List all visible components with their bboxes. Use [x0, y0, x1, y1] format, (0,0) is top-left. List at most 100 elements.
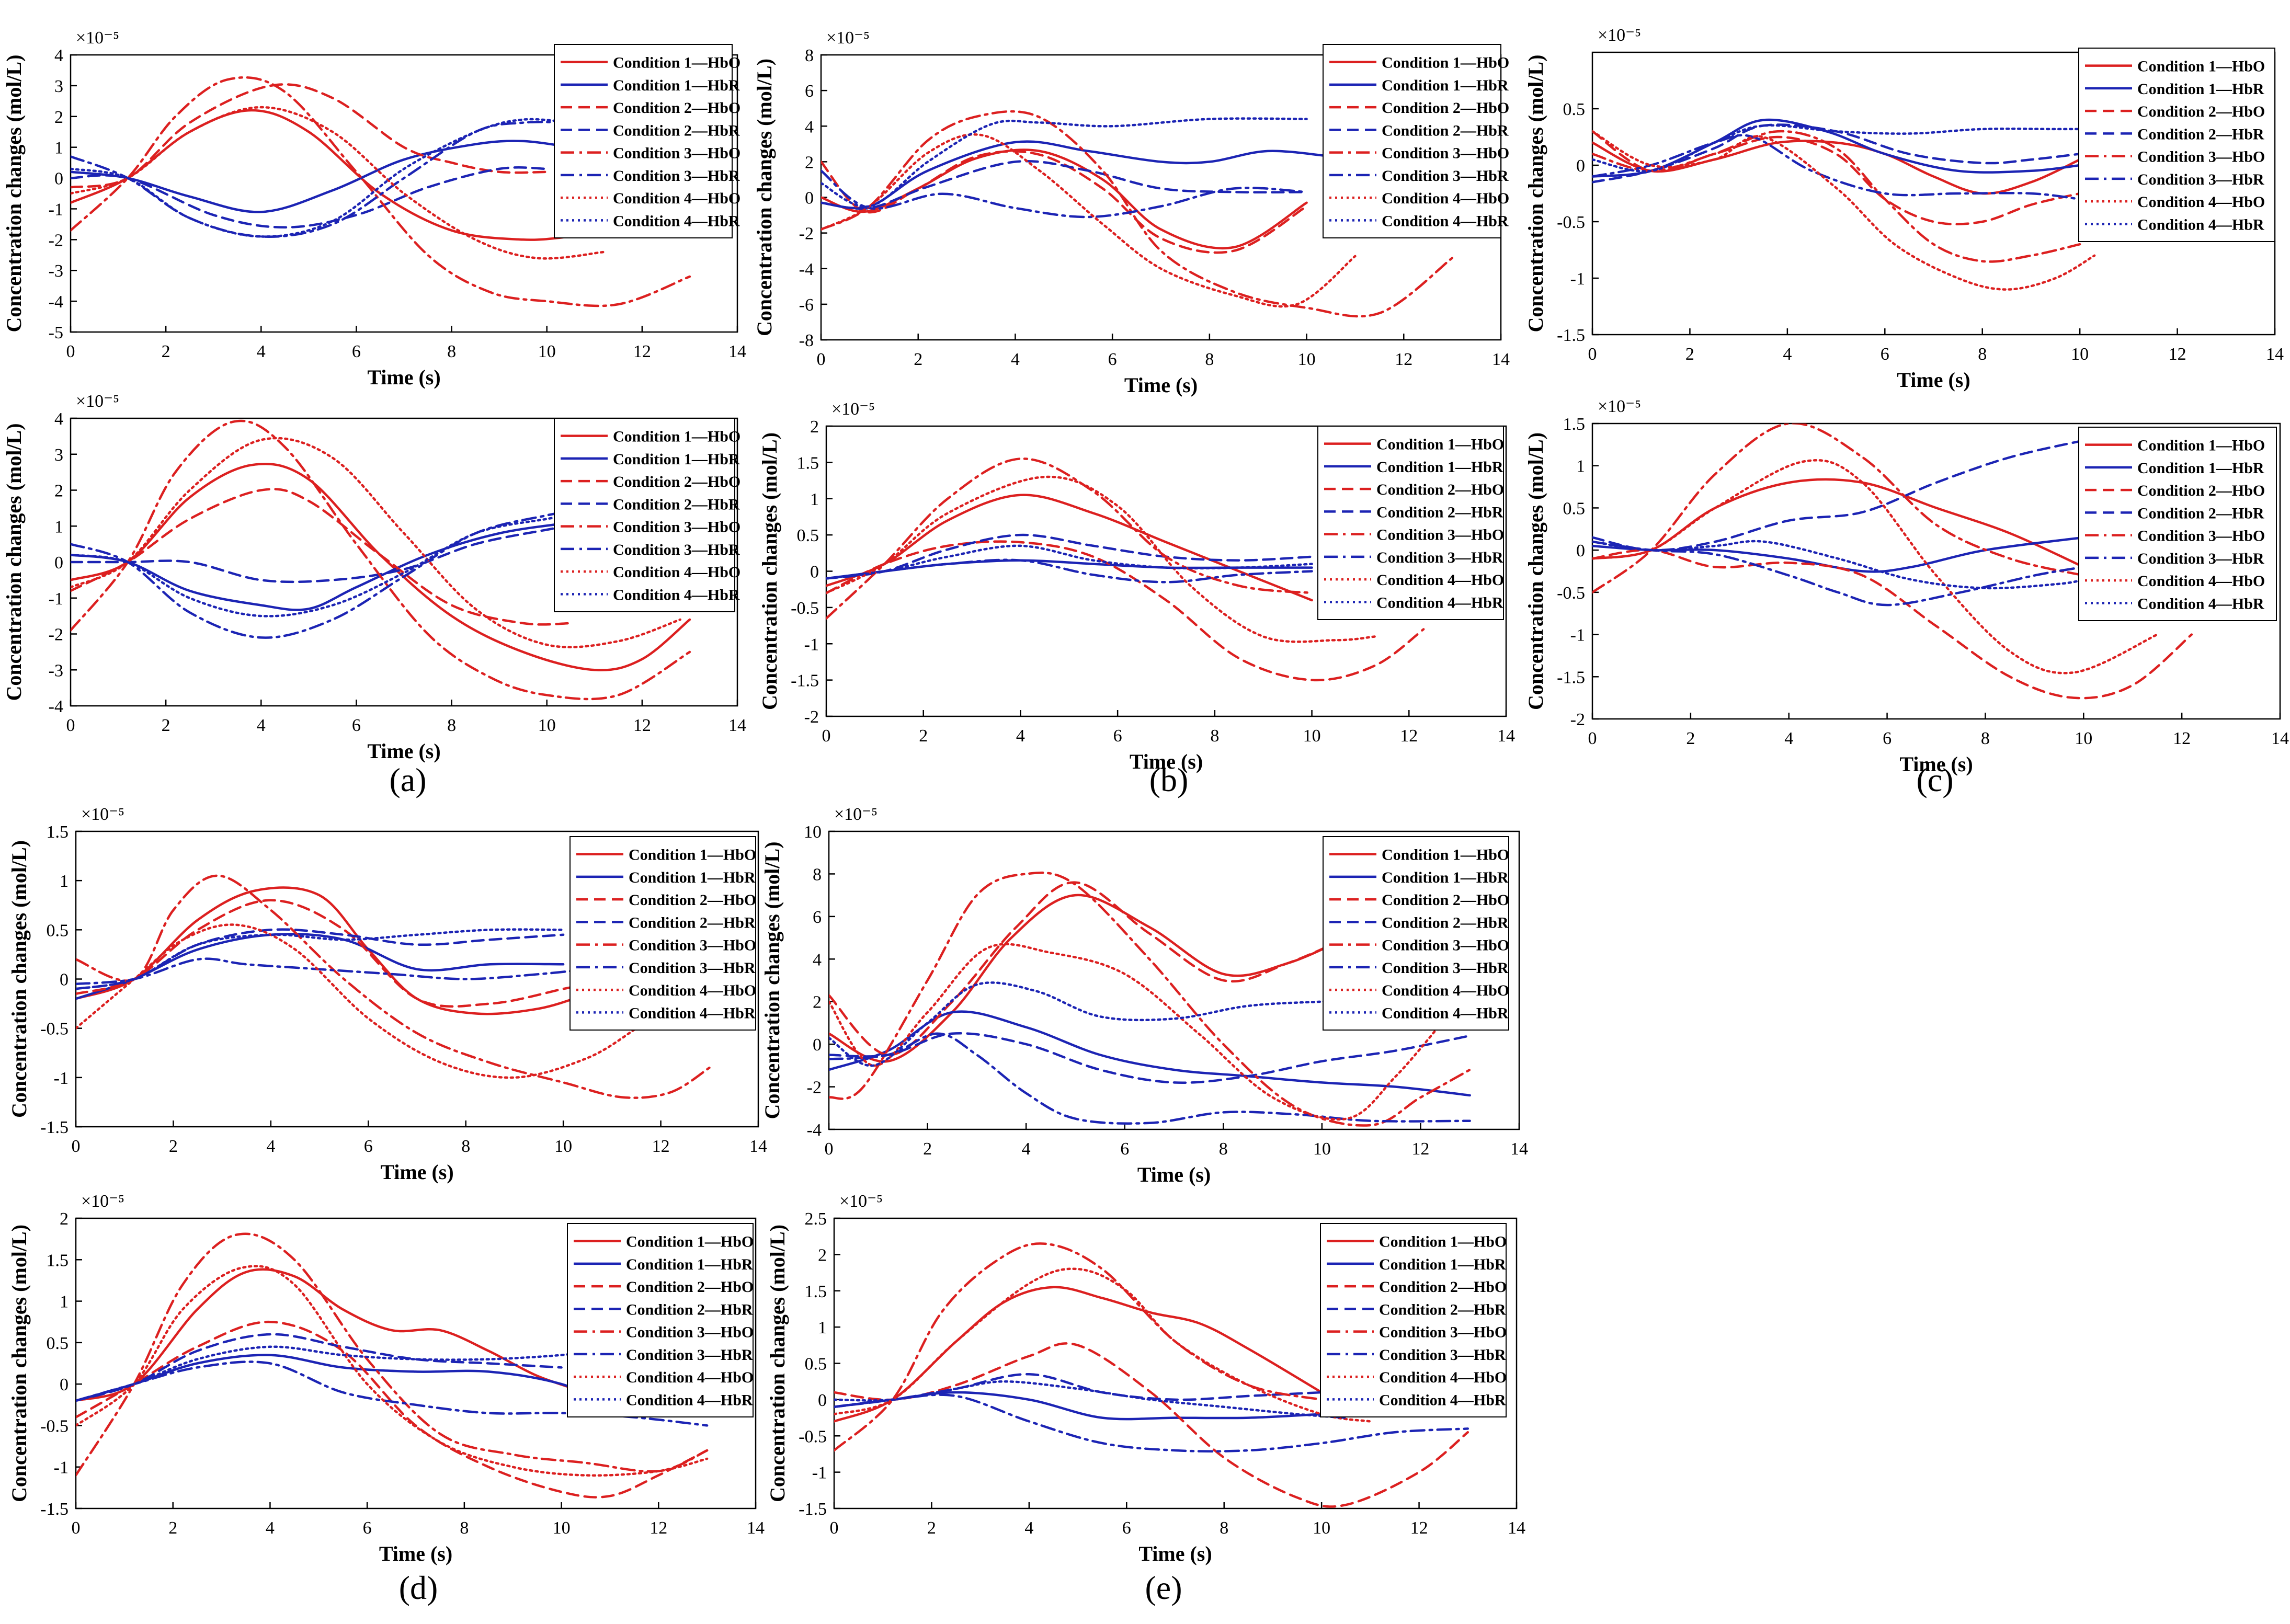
series-line-8	[76, 1345, 587, 1402]
x-tick-label: 8	[1981, 729, 1990, 748]
x-tick-label: 12	[1410, 1518, 1428, 1538]
y-tick-label: 1	[60, 872, 69, 891]
series-group	[76, 874, 711, 1099]
y-tick-label: 3	[54, 445, 63, 465]
legend-label: Condition 2—HbR	[629, 914, 756, 931]
x-tick-label: 10	[538, 716, 556, 735]
series-line-3	[76, 1320, 709, 1499]
legend-box	[1323, 836, 1509, 1031]
x-axis-label: Time (s)	[1137, 1163, 1211, 1186]
legend: Condition 1—HbO Condition 1—HbR Condition …	[567, 1223, 754, 1417]
legend-label: Condition 3—HbO	[1382, 937, 1509, 954]
x-tick-label: 10	[1313, 1518, 1330, 1538]
x-tick-label: 12	[650, 1518, 667, 1538]
series-line-6	[829, 1032, 1471, 1125]
x-tick-label: 8	[461, 1137, 470, 1156]
legend-label: Condition 1—HbR	[626, 1256, 753, 1273]
x-tick-label: 12	[2169, 345, 2186, 364]
y-tick-label: 0	[60, 970, 69, 990]
series-line-8	[71, 118, 572, 238]
legend-label: Condition 1—HbO	[1382, 54, 1509, 72]
y-tick-label: 0	[54, 169, 63, 189]
y-tick-label: -1.5	[40, 1500, 69, 1519]
y-exponent-label: ×10⁻⁵	[81, 805, 124, 824]
x-tick-label: 10	[554, 1137, 572, 1156]
legend-box	[567, 1223, 754, 1417]
series-line-8	[76, 928, 565, 990]
x-tick-label: 6	[1113, 726, 1122, 746]
chart-panel-c2: 0 2 4 6 8 10 12 14 -2 -1.5 -1 -0.5 0 0.5 1 1.5 ×10⁻⁵ Time…	[1524, 397, 2289, 776]
y-tick-label: 2	[54, 482, 63, 501]
legend-label: Condition 1—HbO	[1382, 847, 1509, 864]
x-tick-label: 12	[652, 1137, 670, 1156]
legend-label: Condition 4—HbR	[1382, 212, 1509, 230]
x-tick-label: 2	[923, 1139, 932, 1159]
legend-label: Condition 2—HbR	[1376, 504, 1503, 521]
x-axis-label: Time (s)	[367, 365, 440, 389]
x-tick-label: 14	[749, 1137, 767, 1156]
y-axis-label: Concentration changes (mol/L)	[7, 840, 31, 1118]
series-line-4	[71, 525, 572, 584]
legend-label: Condition 1—HbO	[1376, 436, 1504, 453]
legend-label: Condition 4—HbO	[626, 1369, 754, 1386]
y-tick-label: -0.5	[1557, 584, 1585, 603]
legend-label: Condition 3—HbO	[2137, 148, 2265, 166]
legend-label: Condition 1—HbR	[1376, 459, 1503, 476]
x-tick-label: 0	[830, 1518, 839, 1538]
series-line-6	[76, 957, 589, 986]
legend-label: Condition 4—HbR	[613, 586, 740, 603]
legend-label: Condition 4—HbR	[1376, 594, 1503, 611]
y-tick-label: 6	[805, 82, 814, 101]
legend-label: Condition 4—HbR	[626, 1391, 753, 1409]
series-line-3	[71, 488, 572, 626]
x-tick-label: 0	[825, 1139, 834, 1159]
legend-label: Condition 4—HbR	[2137, 595, 2264, 612]
x-tick-label: 12	[633, 716, 651, 735]
legend-label: Condition 1—HbO	[1379, 1233, 1507, 1251]
y-tick-label: -1	[1570, 626, 1585, 645]
x-tick-label: 2	[914, 350, 922, 369]
x-tick-label: 6	[1881, 345, 1889, 364]
y-tick-label: 1	[818, 1318, 827, 1337]
legend-label: Condition 4—HbR	[629, 1004, 756, 1022]
panel-label-b: (b)	[1149, 761, 1189, 798]
y-tick-label: 2	[810, 417, 819, 437]
chart-panel-b1: 0 2 4 6 8 10 12 14 -8 -6 -4 -2 0 2 4 6 8 ×10⁻⁵ Time (s) Con…	[753, 28, 1510, 397]
legend-label: Condition 3—HbR	[629, 959, 756, 977]
series-line-2	[71, 140, 572, 213]
legend-label: Condition 2—HbO	[1379, 1278, 1507, 1296]
x-tick-label: 6	[1122, 1518, 1131, 1538]
x-tick-label: 6	[1108, 350, 1117, 369]
x-tick-label: 12	[1395, 350, 1412, 369]
series-group	[76, 1232, 709, 1499]
y-tick-label: 0	[60, 1375, 69, 1394]
series-line-8	[71, 514, 572, 617]
legend-label: Condition 2—HbO	[1382, 99, 1509, 117]
y-exponent-label: ×10⁻⁵	[76, 28, 119, 48]
x-tick-label: 8	[1205, 350, 1214, 369]
x-tick-label: 4	[1011, 350, 1020, 369]
series-line-5	[76, 874, 711, 1099]
y-exponent-label: ×10⁻⁵	[1598, 26, 1641, 45]
y-tick-label: 6	[813, 908, 822, 927]
axes-frame	[1591, 422, 2281, 720]
y-tick-label: -1.5	[40, 1118, 69, 1137]
legend-label: Condition 3—HbO	[1379, 1324, 1507, 1341]
legend-label: Condition 3—HbR	[626, 1346, 753, 1364]
x-tick-label: 10	[1303, 726, 1321, 746]
legend: Condition 1—HbO Condition 1—HbR Condition …	[554, 418, 740, 612]
legend: Condition 1—HbO Condition 1—HbR Condition …	[554, 44, 740, 238]
legend-label: Condition 1—HbO	[629, 847, 756, 864]
y-tick-label: 2	[805, 153, 814, 172]
series-line-7	[821, 133, 1357, 308]
legend-label: Condition 3—HbO	[629, 937, 756, 954]
legend-label: Condition 2—HbR	[626, 1301, 753, 1318]
x-axis-label: Time (s)	[379, 1542, 452, 1565]
legend-label: Condition 4—HbO	[613, 190, 740, 207]
axes-frame	[828, 830, 1520, 1130]
x-tick-label: 10	[1313, 1139, 1331, 1159]
legend: Condition 1—HbO Condition 1—HbR Condition …	[1323, 44, 1509, 238]
legend-label: Condition 2—HbO	[1382, 891, 1509, 909]
x-tick-label: 14	[1508, 1518, 1525, 1538]
legend-label: Condition 2—HbO	[626, 1278, 754, 1296]
